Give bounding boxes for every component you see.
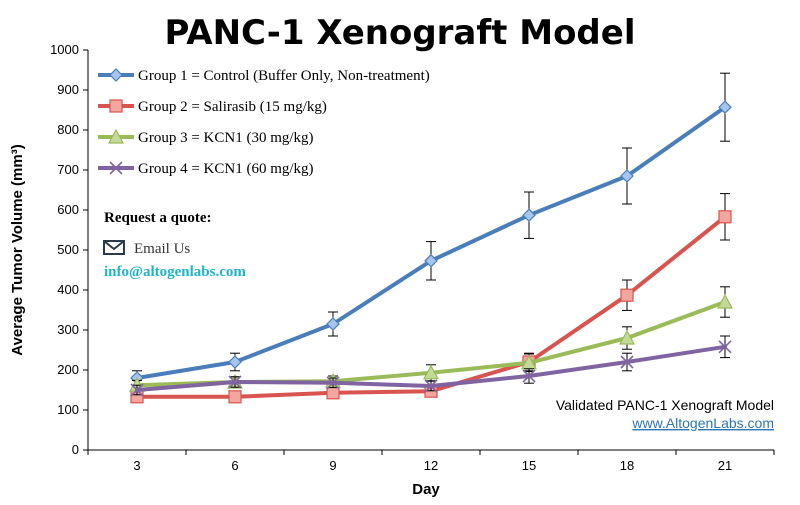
legend-marker bbox=[109, 68, 123, 82]
email-us-link[interactable]: Email Us bbox=[134, 241, 190, 257]
data-point bbox=[422, 364, 440, 380]
y-tick-label: 900 bbox=[57, 82, 79, 97]
marker-stroke bbox=[228, 375, 242, 389]
series-4 bbox=[130, 335, 732, 397]
marker-stroke bbox=[326, 376, 340, 390]
data-point bbox=[424, 379, 438, 393]
marker-stroke bbox=[424, 379, 438, 393]
data-point bbox=[522, 208, 536, 223]
data-point bbox=[718, 210, 732, 224]
y-tick-label: 500 bbox=[57, 242, 79, 257]
x-tick-label: 18 bbox=[620, 458, 634, 473]
data-point bbox=[228, 390, 242, 404]
legend-item-3: Group 3 = KCN1 (30 mg/kg) bbox=[98, 128, 314, 146]
y-tick-label: 200 bbox=[57, 362, 79, 377]
legend-item-4: Group 4 = KCN1 (60 mg/kg) bbox=[98, 161, 314, 177]
x-tick-label: 3 bbox=[133, 458, 140, 473]
legend-item-2: Group 2 = Salirasib (15 mg/kg) bbox=[98, 99, 327, 115]
legend-label: Group 1 = Control (Buffer Only, Non-trea… bbox=[138, 68, 430, 84]
marker-stroke bbox=[620, 355, 634, 369]
data-point bbox=[424, 253, 438, 268]
data-point bbox=[620, 169, 634, 183]
marker-stroke bbox=[718, 340, 732, 354]
y-tick-label: 100 bbox=[57, 402, 79, 417]
data-point bbox=[228, 375, 242, 389]
axes: 0 100 200 300 400 500 600 700 800 900 1000 3 6 9 12 15 1… bbox=[50, 42, 775, 473]
x-axis-label: Day bbox=[412, 481, 440, 498]
legend-label: Group 3 = KCN1 (30 mg/kg) bbox=[138, 130, 314, 146]
legend-label: Group 4 = KCN1 (60 mg/kg) bbox=[138, 161, 314, 177]
request-quote-heading: Request a quote: bbox=[104, 210, 212, 226]
series-3 bbox=[128, 286, 734, 392]
data-point bbox=[522, 369, 536, 383]
data-point bbox=[620, 288, 634, 302]
validated-model-text: Validated PANC-1 Xenograft Model bbox=[556, 397, 774, 413]
y-tick-label: 300 bbox=[57, 322, 79, 337]
data-point bbox=[718, 340, 732, 354]
y-tick-label: 1000 bbox=[50, 42, 79, 57]
data-point bbox=[130, 383, 144, 397]
marker-stroke bbox=[522, 369, 536, 383]
data-point bbox=[326, 376, 340, 390]
legend-marker bbox=[107, 128, 125, 144]
data-point bbox=[618, 329, 636, 345]
data-point bbox=[620, 355, 634, 369]
marker-stroke bbox=[109, 161, 123, 175]
x-tick-label: 6 bbox=[231, 458, 238, 473]
y-tick-label: 700 bbox=[57, 162, 79, 177]
y-tick-label: 800 bbox=[57, 122, 79, 137]
legend-marker bbox=[109, 99, 123, 113]
data-point bbox=[716, 293, 734, 309]
series-1 bbox=[130, 72, 732, 386]
legend-item-1: Group 1 = Control (Buffer Only, Non-trea… bbox=[98, 68, 430, 84]
data-point bbox=[326, 386, 340, 400]
marker-stroke bbox=[130, 383, 144, 397]
x-tick-label: 15 bbox=[522, 458, 536, 473]
series-layer bbox=[128, 72, 734, 404]
x-tick-label: 21 bbox=[718, 458, 732, 473]
y-axis-label: Average Tumor Volume (mm³) bbox=[9, 144, 26, 355]
data-point bbox=[326, 317, 340, 331]
legend-marker bbox=[109, 161, 123, 175]
data-point bbox=[718, 100, 732, 115]
legend: Group 1 = Control (Buffer Only, Non-trea… bbox=[98, 68, 430, 177]
chart-title: PANC-1 Xenograft Model bbox=[164, 13, 635, 53]
envelope-icon[interactable] bbox=[103, 240, 125, 255]
x-tick-label: 12 bbox=[424, 458, 438, 473]
y-tick-label: 600 bbox=[57, 202, 79, 217]
website-link[interactable]: www.AltogenLabs.com bbox=[631, 415, 774, 431]
y-tick-label: 0 bbox=[72, 442, 79, 457]
data-point bbox=[228, 355, 242, 369]
y-tick-label: 400 bbox=[57, 282, 79, 297]
legend-label: Group 2 = Salirasib (15 mg/kg) bbox=[138, 99, 327, 115]
email-address-link[interactable]: info@altogenlabs.com bbox=[104, 264, 246, 280]
x-tick-label: 9 bbox=[329, 458, 336, 473]
